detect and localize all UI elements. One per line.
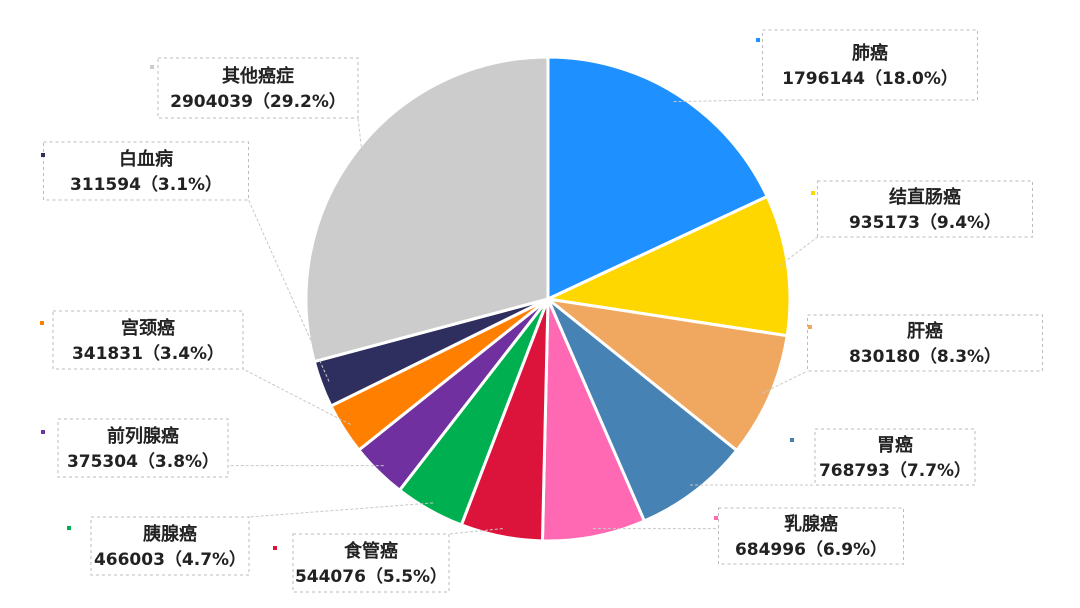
slice-value-7: 375304（3.8%） bbox=[67, 451, 219, 472]
leader-line-10 bbox=[357, 117, 363, 157]
legend-marker-10 bbox=[150, 65, 154, 69]
legend-marker-5 bbox=[273, 546, 277, 550]
pie-slices bbox=[304, 55, 792, 543]
slice-value-4: 684996（6.9%） bbox=[735, 539, 887, 560]
slice-name-4: 乳腺癌 bbox=[784, 513, 838, 535]
legend-marker-7 bbox=[41, 430, 45, 434]
pie-slice-10 bbox=[304, 55, 550, 364]
slice-name-8: 宫颈癌 bbox=[121, 317, 175, 339]
slice-label-box-10 bbox=[157, 57, 359, 119]
leader-line-9 bbox=[248, 199, 330, 382]
slice-name-10: 其他癌症 bbox=[222, 65, 294, 87]
pie-slice-1 bbox=[546, 194, 792, 338]
slice-label-0: 肺癌 1796144（18.0%） bbox=[756, 29, 978, 101]
slice-name-5: 食管癌 bbox=[343, 540, 398, 562]
leader-lines bbox=[228, 99, 818, 535]
legend-marker-0 bbox=[756, 38, 760, 42]
slice-value-3: 768793（7.7%） bbox=[819, 460, 971, 481]
slice-label-box-3 bbox=[814, 428, 976, 486]
pie-slice-3 bbox=[546, 297, 739, 523]
slice-label-box-5 bbox=[292, 533, 450, 593]
slice-name-7: 前列腺癌 bbox=[107, 425, 179, 447]
slice-label-box-7 bbox=[57, 418, 229, 478]
slice-label-box-4 bbox=[718, 507, 904, 565]
slice-value-1: 935173（9.4%） bbox=[849, 212, 1001, 233]
slice-label-4: 乳腺癌 684996（6.9%） bbox=[714, 507, 904, 565]
slice-labels: 肺癌 1796144（18.0%） 结直肠癌 935173（9.4%） 肝癌 830180… bbox=[40, 29, 1043, 593]
legend-marker-9 bbox=[41, 153, 45, 157]
slice-label-2: 肝癌 830180（8.3%） bbox=[807, 314, 1043, 372]
legend-marker-3 bbox=[790, 438, 794, 442]
slice-label-9: 白血病 311594（3.1%） bbox=[41, 141, 249, 201]
legend-marker-2 bbox=[808, 325, 812, 329]
leader-line-2 bbox=[761, 370, 808, 394]
legend-marker-8 bbox=[40, 321, 44, 325]
slice-value-8: 341831（3.4%） bbox=[72, 343, 224, 364]
slice-name-6: 胰腺癌 bbox=[142, 523, 197, 545]
legend-marker-1 bbox=[811, 191, 815, 195]
slice-label-box-1 bbox=[817, 180, 1033, 238]
leader-line-5 bbox=[448, 528, 503, 535]
slice-label-box-9 bbox=[43, 141, 249, 201]
slice-name-9: 白血病 bbox=[119, 148, 173, 170]
leader-line-1 bbox=[779, 236, 818, 267]
slice-label-3: 胃癌 768793（7.7%） bbox=[790, 428, 976, 486]
slice-name-2: 肝癌 bbox=[907, 320, 943, 342]
slice-label-box-6 bbox=[90, 516, 250, 576]
slice-label-10: 其他癌症 2904039（29.2%） bbox=[150, 57, 359, 119]
slice-label-8: 宫颈癌 341831（3.4%） bbox=[40, 310, 244, 370]
slice-name-1: 结直肠癌 bbox=[889, 186, 961, 208]
leader-line-8 bbox=[242, 368, 351, 425]
pie-slice-4 bbox=[540, 297, 646, 543]
slice-value-0: 1796144（18.0%） bbox=[782, 68, 958, 89]
slice-value-5: 544076（5.5%） bbox=[295, 566, 447, 587]
slice-label-6: 胰腺癌 466003（4.7%） bbox=[67, 516, 250, 576]
slice-label-box-0 bbox=[762, 29, 978, 101]
slice-value-2: 830180（8.3%） bbox=[849, 346, 1001, 367]
legend-marker-4 bbox=[714, 516, 718, 520]
slice-value-9: 311594（3.1%） bbox=[70, 174, 222, 195]
slice-name-3: 胃癌 bbox=[877, 434, 913, 456]
leader-line-6 bbox=[248, 502, 434, 518]
slice-label-box-8 bbox=[52, 310, 244, 370]
slice-value-10: 2904039（29.2%） bbox=[170, 91, 346, 112]
pie-slice-2 bbox=[546, 297, 789, 452]
slice-label-5: 食管癌 544076（5.5%） bbox=[273, 533, 450, 593]
slice-value-6: 466003（4.7%） bbox=[94, 549, 246, 570]
slice-name-0: 肺癌 bbox=[852, 42, 888, 64]
pie-slice-0 bbox=[546, 55, 769, 301]
slice-label-7: 前列腺癌 375304（3.8%） bbox=[41, 418, 229, 478]
slice-label-1: 结直肠癌 935173（9.4%） bbox=[811, 180, 1033, 238]
legend-marker-6 bbox=[67, 526, 71, 530]
slice-label-box-2 bbox=[807, 314, 1043, 372]
